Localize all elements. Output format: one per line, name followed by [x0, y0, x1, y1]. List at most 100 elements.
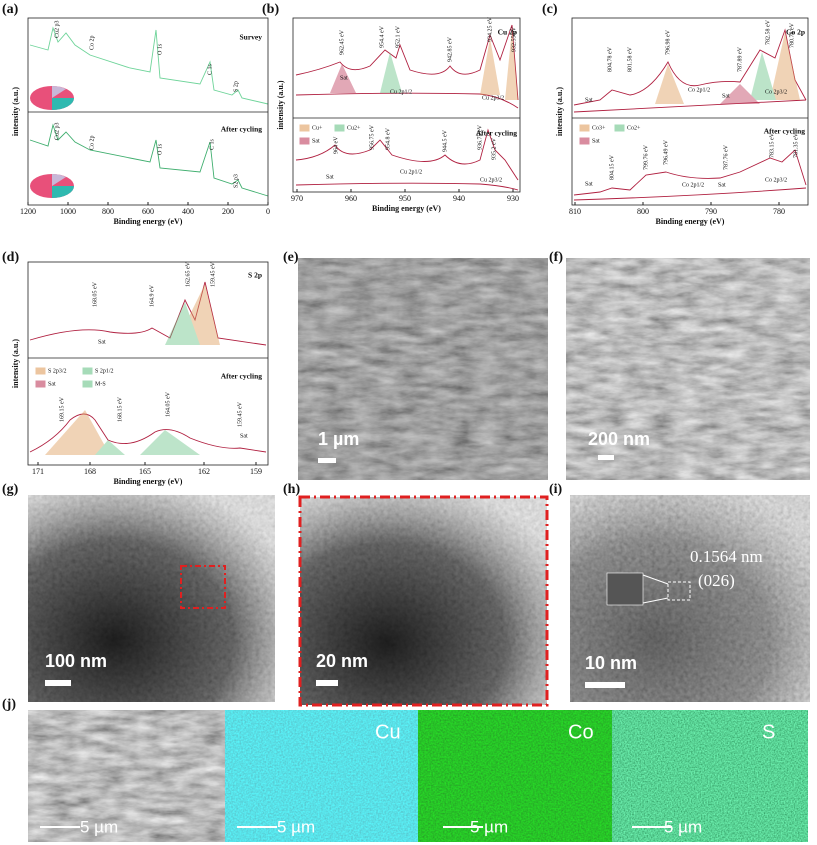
legend-label: Sat — [312, 138, 320, 144]
legend-swatch — [614, 124, 625, 132]
x-tick-label: 940 — [453, 194, 465, 203]
peak-label: 787.89 eV — [737, 46, 743, 72]
peak-label: 962.45 eV — [339, 29, 345, 55]
x-tick-label: 159 — [250, 467, 262, 476]
pies — [30, 86, 74, 198]
lattice-plane: (026) — [698, 571, 735, 590]
peak-label: 162.65 eV — [185, 261, 191, 287]
peak-label: 964 eV — [333, 136, 339, 154]
peak-label: 159.45 eV — [210, 261, 216, 287]
x-tick-label: 810 — [569, 207, 581, 216]
legend-swatch — [82, 380, 93, 388]
peak-label: Cu2 p3 — [54, 20, 60, 38]
scale-bar-label: 5 µm — [664, 817, 702, 836]
peak-label: 164.9 eV — [149, 284, 155, 307]
legend-swatch — [35, 380, 46, 388]
peak-label: 956.75 eV — [369, 124, 375, 150]
legend-label: S 2p3/2 — [48, 368, 67, 374]
peak-label: Cu 2p1/2 — [390, 89, 412, 95]
section-title: Cu 2p — [498, 28, 517, 37]
peak-label: Cu 2p3/2 — [482, 95, 504, 101]
section-title: After cycling — [476, 129, 518, 138]
peak-label: Sat — [585, 181, 593, 187]
y-axis-title: intensity (a.u.) — [276, 80, 285, 129]
tem-h — [298, 495, 549, 707]
legend-swatch — [299, 137, 310, 145]
peak-label: S 2p — [233, 81, 239, 92]
peak-label: Co 2p3/2 — [765, 89, 787, 95]
x-tick-label: 780 — [773, 207, 785, 216]
panel-label: (g) — [2, 482, 19, 497]
y-axis-title: intensity (a.u.) — [11, 339, 20, 388]
peak-label: 782.58 eV — [765, 19, 771, 45]
peak-label: O 1s — [157, 143, 163, 155]
peak-label: 804.78 eV — [607, 46, 613, 72]
panel-label: (c) — [542, 2, 558, 17]
peak-label: 783.15 eV — [769, 132, 775, 158]
x-tick-label: 960 — [345, 194, 357, 203]
peak-label: Sat — [722, 93, 730, 99]
peak-label: 944.5 eV — [442, 129, 448, 152]
scale-bar-label: 5 µm — [80, 817, 118, 836]
x-tick-label: 0 — [266, 207, 270, 216]
peak-label: 796.49 eV — [663, 139, 669, 165]
x-tick-label: 950 — [399, 194, 411, 203]
panel-label: (i) — [549, 482, 563, 497]
scale-bar-label: 10 nm — [585, 653, 637, 673]
peak-label: 952.1 eV — [395, 25, 401, 48]
tem-i — [570, 495, 810, 702]
legend-swatch — [299, 124, 310, 132]
peak-label: 935.2 eV — [491, 137, 497, 160]
peak-label: Sat — [585, 97, 593, 103]
legend-label: Sat — [592, 138, 600, 144]
panel-label: (d) — [2, 250, 19, 265]
panel-label: (a) — [2, 2, 19, 17]
peak-label: Sat — [98, 339, 106, 345]
plot-frame — [27, 261, 269, 466]
panel-label: (j) — [2, 697, 16, 712]
peak-fills — [45, 28, 800, 455]
d-spacing: 0.1564 nm — [690, 547, 763, 566]
legend-label: Cu+ — [312, 125, 323, 131]
scale-bar-label: 5 µm — [277, 817, 315, 836]
x-tick-label: 930 — [507, 194, 519, 203]
legend-swatch — [579, 124, 590, 132]
legend-label: Co3+ — [592, 125, 606, 131]
x-tick-label: 168 — [84, 467, 96, 476]
peak-label: Cu 2p1/2 — [400, 169, 422, 175]
peak-label: Sat — [240, 433, 248, 439]
scale-bar-label: 200 nm — [588, 429, 650, 449]
x-tick-label: 200 — [222, 207, 234, 216]
spectra — [29, 24, 807, 453]
panel-label: (h) — [283, 482, 300, 497]
legend-label: S 2p1/2 — [95, 368, 114, 374]
peak-label: Co 2p — [89, 135, 95, 150]
section-title: Survey — [240, 33, 263, 42]
peak-label: 168.05 eV — [92, 281, 98, 307]
section-title: Co 2p — [786, 28, 805, 37]
panel-label: (f) — [549, 250, 563, 265]
peak-label: 781.35 eV — [793, 132, 799, 158]
section-title: After cycling — [764, 127, 806, 136]
peak-label: 796.98 eV — [665, 29, 671, 55]
scale-bar-label: 20 nm — [316, 651, 368, 671]
x-tick-label: 162 — [198, 467, 210, 476]
x-tick-label: 1000 — [60, 207, 76, 216]
legend-swatch — [579, 137, 590, 145]
legend-label: Cu2+ — [347, 125, 361, 131]
x-tick-label: 970 — [291, 194, 303, 203]
legend-label: M-S — [95, 381, 106, 387]
peak-label: 801.58 eV — [627, 46, 633, 72]
x-tick-label: 790 — [705, 207, 717, 216]
peak-label: 787.76 eV — [723, 144, 729, 170]
peak-label: Sat — [326, 174, 334, 180]
plot-frame — [292, 17, 521, 193]
tem-g — [28, 495, 275, 702]
x-tick-label: 1200 — [20, 207, 36, 216]
legend-swatch — [35, 367, 46, 375]
x-tick-label: 600 — [142, 207, 154, 216]
peak-label: Cu2 p3 — [54, 122, 60, 140]
element-label: Co — [568, 721, 594, 743]
element-label: S — [762, 721, 775, 743]
